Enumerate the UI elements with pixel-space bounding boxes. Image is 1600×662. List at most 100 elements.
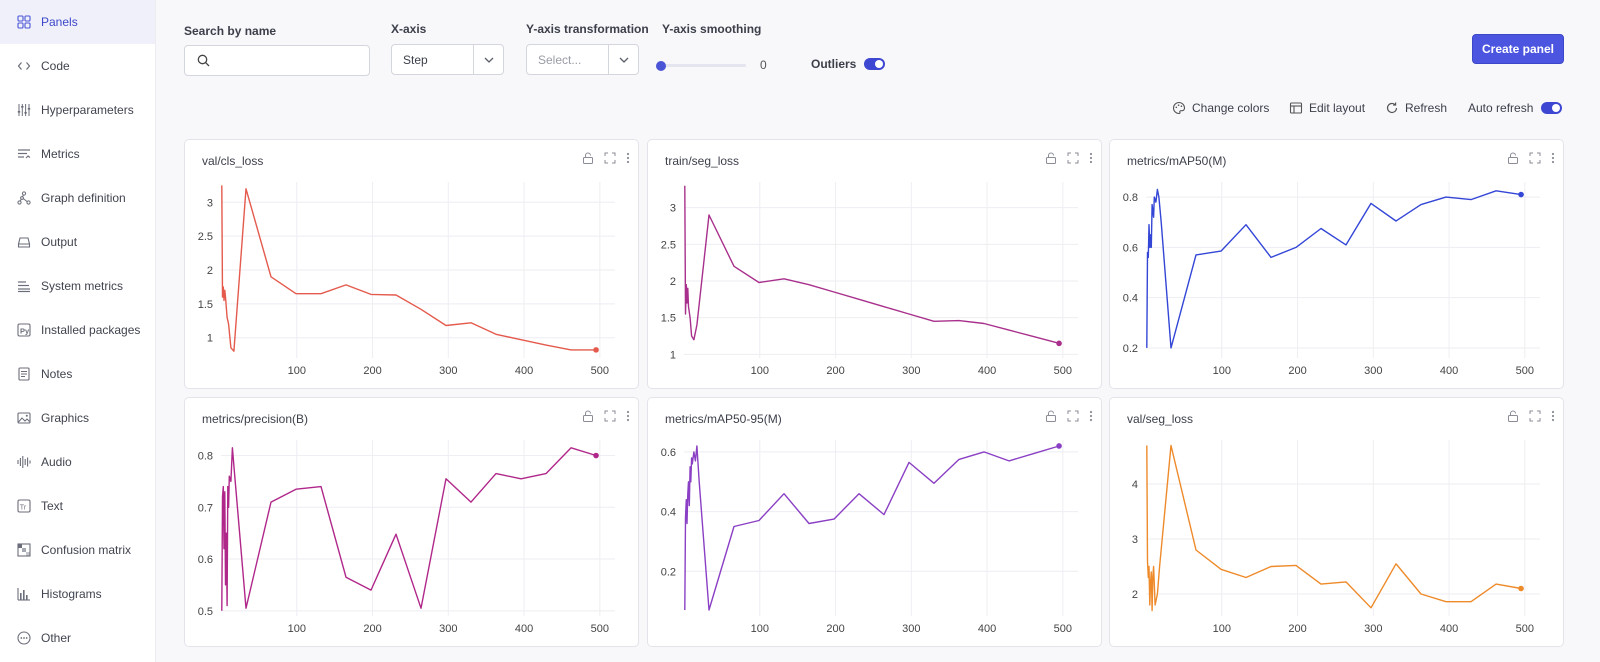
sidebar-item-system-metrics[interactable]: System metrics: [0, 264, 155, 308]
sidebar-item-metrics[interactable]: Metrics: [0, 132, 155, 176]
sidebar-item-panels[interactable]: Panels: [0, 0, 155, 44]
expand-icon[interactable]: [604, 152, 616, 164]
x-tick-label: 300: [439, 365, 457, 377]
y-tick-label: 0.5: [198, 606, 213, 618]
system-icon: [16, 278, 32, 294]
sidebar-item-confusion-matrix[interactable]: Confusion matrix: [0, 528, 155, 572]
last-point-marker[interactable]: [1056, 443, 1062, 449]
smoothing-slider[interactable]: [656, 61, 751, 71]
panel-title: val/cls_loss: [202, 154, 264, 168]
series-line[interactable]: [1146, 188, 1522, 349]
lock-icon[interactable]: [1507, 152, 1519, 164]
last-point-marker[interactable]: [593, 452, 599, 459]
sidebar-item-notes[interactable]: Notes: [0, 352, 155, 396]
series-line[interactable]: [684, 445, 1060, 611]
change-colors-button[interactable]: Change colors: [1172, 101, 1269, 115]
expand-icon[interactable]: [604, 410, 616, 422]
sidebar-item-label: Audio: [41, 455, 72, 469]
more-vertical-icon[interactable]: [1551, 410, 1555, 422]
more-vertical-icon[interactable]: [1551, 152, 1555, 164]
series-line[interactable]: [221, 447, 597, 611]
create-panel-button[interactable]: Create panel: [1472, 34, 1564, 64]
sidebar-item-graph-definition[interactable]: Graph definition: [0, 176, 155, 220]
x-tick-label: 200: [826, 365, 844, 377]
y-tick-label: 2.5: [198, 231, 213, 243]
x-tick-label: 300: [1364, 365, 1382, 377]
search-input[interactable]: [216, 46, 371, 75]
x-tick-label: 100: [288, 623, 306, 635]
series-line[interactable]: [684, 185, 1060, 344]
sidebar-item-histograms[interactable]: Histograms: [0, 572, 155, 616]
y-tick-label: 2: [207, 265, 213, 277]
series-line[interactable]: [1146, 444, 1522, 612]
expand-icon[interactable]: [1529, 410, 1541, 422]
line-chart: 100 200 300 400 500 0.2 0.4 0.6: [661, 440, 1078, 635]
expand-icon[interactable]: [1067, 410, 1079, 422]
more-vertical-icon[interactable]: [626, 410, 630, 422]
sidebar-item-output[interactable]: Output: [0, 220, 155, 264]
sidebar-item-hyperparameters[interactable]: Hyperparameters: [0, 88, 155, 132]
lock-icon[interactable]: [582, 152, 594, 164]
last-point-marker[interactable]: [593, 347, 599, 353]
palette-icon: [1172, 101, 1186, 115]
more-vertical-icon[interactable]: [1089, 410, 1093, 422]
search-field[interactable]: [184, 45, 371, 76]
y-tick-label: 2: [1132, 589, 1138, 601]
sidebar-item-label: Panels: [41, 15, 78, 29]
sidebar-item-audio[interactable]: Audio: [0, 440, 155, 484]
lock-icon[interactable]: [1507, 410, 1519, 422]
xaxis-select[interactable]: Step: [391, 44, 504, 75]
last-point-marker[interactable]: [1518, 585, 1524, 592]
x-tick-label: 100: [1213, 365, 1231, 377]
x-tick-label: 100: [751, 623, 769, 635]
xaxis-value: Step: [403, 52, 428, 67]
x-tick-label: 200: [1288, 623, 1306, 635]
sidebar-item-text[interactable]: Tr Text: [0, 484, 155, 528]
x-tick-label: 500: [1516, 365, 1534, 377]
lock-icon[interactable]: [582, 410, 594, 422]
more-vertical-icon[interactable]: [1089, 152, 1093, 164]
y-tick-label: 0.8: [198, 451, 213, 463]
x-tick-label: 100: [1213, 623, 1231, 635]
x-tick-label: 500: [591, 623, 609, 635]
y-tick-label: 2.5: [661, 239, 676, 251]
panel-title: metrics/mAP50(M): [1127, 154, 1227, 168]
sidebar-item-label: Graph definition: [41, 191, 126, 205]
y-tick-label: 0.4: [1123, 293, 1138, 305]
slider-track: [656, 64, 746, 67]
lock-icon[interactable]: [1045, 410, 1057, 422]
change-colors-label: Change colors: [1192, 101, 1270, 115]
outliers-toggle[interactable]: [864, 58, 886, 70]
sidebar-item-graphics[interactable]: Graphics: [0, 396, 155, 440]
x-tick-label: 400: [978, 623, 996, 635]
slider-thumb[interactable]: [656, 61, 666, 71]
sidebar-item-other[interactable]: Other: [0, 616, 155, 660]
x-tick-label: 400: [1440, 365, 1458, 377]
sidebar-item-code[interactable]: Code: [0, 44, 155, 88]
sidebar-item-installed-packages[interactable]: Py Installed packages: [0, 308, 155, 352]
refresh-button[interactable]: Refresh: [1385, 101, 1447, 115]
edit-layout-button[interactable]: Edit layout: [1289, 101, 1365, 115]
chart-panel: val/seg_loss 100 200 300 400 500 2 3 4: [1109, 397, 1564, 647]
x-tick-label: 100: [751, 365, 769, 377]
chart-panel: train/seg_loss 100 200 300 400 500 1 1.5 2 2.5 3: [647, 139, 1102, 389]
last-point-marker[interactable]: [1056, 340, 1062, 347]
expand-icon[interactable]: [1067, 152, 1079, 164]
more-vertical-icon[interactable]: [626, 152, 630, 164]
expand-icon[interactable]: [1529, 152, 1541, 164]
image-icon: [16, 410, 32, 426]
layout-icon: [1289, 101, 1303, 115]
x-tick-label: 400: [515, 623, 533, 635]
lock-icon[interactable]: [1045, 152, 1057, 164]
last-point-marker[interactable]: [1518, 191, 1524, 198]
y-tick-label: 3: [1132, 534, 1138, 546]
outliers-label: Outliers: [811, 57, 857, 71]
y-tick-label: 0.4: [661, 507, 676, 519]
auto-refresh-control: Auto refresh: [1468, 101, 1563, 115]
y-tick-label: 1.5: [198, 299, 213, 311]
series-line[interactable]: [221, 185, 597, 352]
auto-refresh-toggle[interactable]: [1541, 102, 1563, 114]
chevron-down-icon: [473, 45, 503, 74]
sidebar-item-label: Installed packages: [41, 323, 141, 337]
ytransform-select[interactable]: Select...: [526, 44, 639, 75]
